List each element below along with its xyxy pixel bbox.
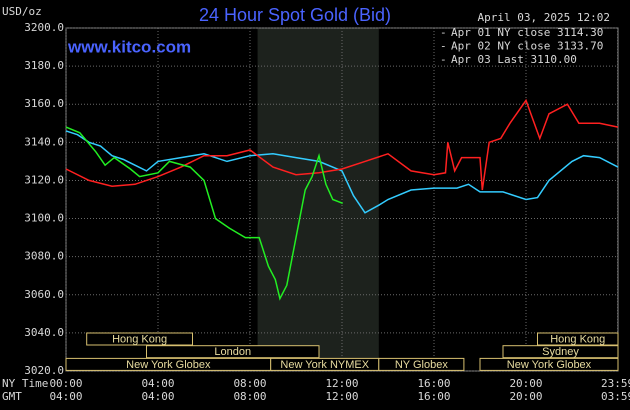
session-label: NY Globex bbox=[395, 359, 448, 371]
session-label: Hong Kong bbox=[550, 333, 605, 345]
source: www.kitco.com bbox=[67, 37, 191, 56]
legend-entry: Apr 03 Last 3110.00 bbox=[451, 53, 577, 66]
y-tick-label: 3160.0 bbox=[24, 97, 64, 110]
x2-axis-label: GMT bbox=[2, 390, 22, 403]
session-label: Sydney bbox=[542, 346, 579, 358]
x2-tick-label: 04:00 bbox=[141, 390, 174, 403]
session-label: Hong Kong bbox=[112, 333, 167, 345]
x2-tick-label-first: 04:00 bbox=[49, 390, 82, 403]
chart-title: 24 Hour Spot Gold (Bid) bbox=[199, 5, 391, 25]
series-line bbox=[65, 130, 619, 214]
session-box bbox=[479, 357, 619, 371]
series-line bbox=[65, 98, 619, 191]
session-box bbox=[502, 345, 619, 359]
y-tick-label: 3080.0 bbox=[24, 250, 64, 263]
y-tick-label: 3180.0 bbox=[24, 59, 64, 72]
x-tick-label: 23:59 bbox=[601, 377, 630, 390]
x-tick-label: 16:00 bbox=[417, 377, 450, 390]
x-tick-label: 20:00 bbox=[509, 377, 542, 390]
shaded-region bbox=[257, 28, 379, 371]
x2-tick-label: 20:00 bbox=[509, 390, 542, 403]
session-label: New York Globex bbox=[126, 359, 211, 371]
series-line bbox=[65, 126, 343, 301]
y-tick-label: 3100.0 bbox=[24, 212, 64, 225]
session-label: New York NYMEX bbox=[280, 359, 369, 371]
x-tick-label: 12:00 bbox=[325, 377, 358, 390]
x2-tick-label: 08:00 bbox=[233, 390, 266, 403]
timestamp: April 03, 2025 12:02 bbox=[478, 11, 610, 24]
x-tick-label: 08:00 bbox=[233, 377, 266, 390]
y-tick-label: 3140.0 bbox=[24, 135, 64, 148]
y-unit: USD/oz bbox=[2, 5, 42, 18]
y-tick-label: 3020.0 bbox=[24, 364, 64, 377]
session-box bbox=[146, 345, 320, 359]
y-tick-label: 3040.0 bbox=[24, 326, 64, 339]
legend-entry: Apr 01 NY close 3114.30 bbox=[451, 26, 603, 39]
session-label: London bbox=[214, 346, 251, 358]
session-box bbox=[537, 332, 619, 346]
x2-tick-label: 12:00 bbox=[325, 390, 358, 403]
x-tick-label: 04:00 bbox=[141, 377, 174, 390]
session-box bbox=[86, 332, 193, 346]
legend-marker: - bbox=[440, 40, 447, 53]
legend-marker: - bbox=[440, 53, 447, 66]
session-label: New York Globex bbox=[507, 359, 592, 371]
session-box bbox=[378, 357, 465, 371]
x2-tick-label: 16:00 bbox=[417, 390, 450, 403]
x-axis-label: NY Time bbox=[2, 377, 48, 390]
y-tick-label: 3200.0 bbox=[24, 21, 64, 34]
x-tick-label: 00:00 bbox=[49, 377, 82, 390]
x2-tick-label: 03:59 bbox=[601, 390, 630, 403]
y-tick-label: 3120.0 bbox=[24, 173, 64, 186]
legend-entry: Apr 02 NY close 3133.70 bbox=[451, 40, 603, 53]
legend-marker: - bbox=[440, 26, 447, 39]
y-tick-label: 3060.0 bbox=[24, 288, 64, 301]
